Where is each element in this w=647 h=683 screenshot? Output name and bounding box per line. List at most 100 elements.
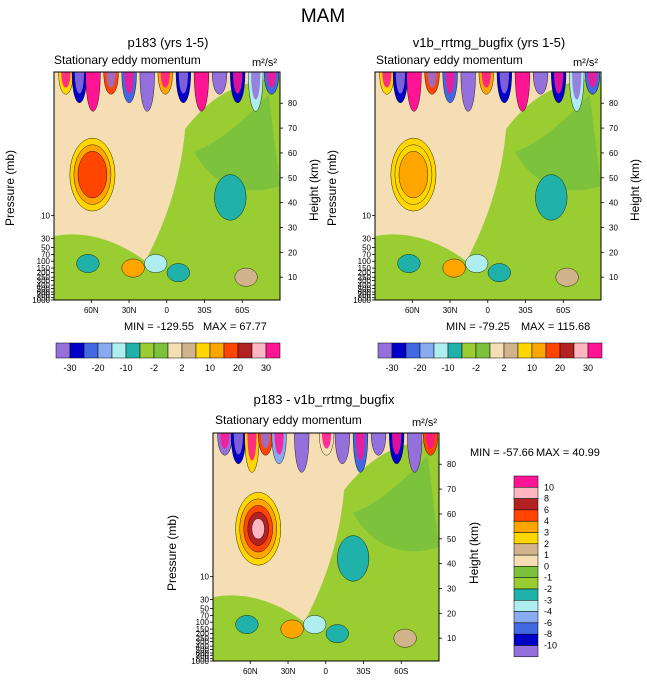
height-tick-label: 70 <box>609 124 618 133</box>
colorbar-swatch <box>513 633 539 646</box>
pressure-tick-label: 50 <box>41 244 50 253</box>
units-label: m²/s² <box>573 57 598 69</box>
region-green-dark <box>353 455 439 552</box>
colorbar-swatch <box>513 532 539 545</box>
colorbar-swatch <box>111 342 127 359</box>
stripe-core <box>74 72 85 94</box>
stripe-core <box>178 72 189 94</box>
colorbar-label: 30 <box>583 363 593 373</box>
height-ticks: 10 20 30 40 50 60 70 80 <box>439 460 456 643</box>
colorbar-swatch <box>447 342 463 359</box>
x-tick-label: 30S <box>518 306 532 315</box>
stripe-core <box>409 72 419 100</box>
pressure-tick-label: 500 <box>37 285 51 294</box>
contour-blob-teal <box>535 174 568 221</box>
height-tick-label: 40 <box>288 199 297 208</box>
y-axis-label: Pressure (mb) <box>165 515 179 591</box>
colorbar-swatch <box>125 342 141 359</box>
stripe-core <box>535 72 546 88</box>
max-label: MAX = 115.68 <box>521 321 590 333</box>
pressure-tick-label: 300 <box>196 638 210 647</box>
height-tick-label: 10 <box>288 273 297 282</box>
colorbar-label: -3 <box>544 595 552 605</box>
colorbar-swatch <box>181 342 197 359</box>
colorbar-swatch <box>513 543 539 556</box>
x-tick-label: 60N <box>84 306 99 315</box>
contour-blob <box>251 518 265 540</box>
colorbar-swatch <box>195 342 211 359</box>
panel-title: p183 - v1b_rrtmg_bugfix <box>254 392 395 407</box>
colorbar-swatch <box>153 342 169 359</box>
height-tick-label: 20 <box>609 248 618 257</box>
pressure-tick-label: 30 <box>362 234 371 243</box>
height-tick-label: 60 <box>609 149 618 158</box>
stripe-core <box>274 433 284 455</box>
pressure-ticks: 10 30507010015020025030040050060070085010… <box>32 212 54 305</box>
pressure-tick-label: 1000 <box>32 296 50 305</box>
colorbar-label: -2 <box>150 363 158 373</box>
stripe-core <box>499 72 510 94</box>
contour-field <box>374 71 602 301</box>
min-label: MIN = -129.55 <box>124 321 194 333</box>
colorbar-swatch <box>391 342 407 359</box>
colorbar-v1b: -30 -20 -10 -2 2 10 20 30 <box>377 342 603 373</box>
pressure-tick-label: 600 <box>358 288 372 297</box>
pressure-tick-label: 100 <box>196 618 210 627</box>
colorbar-swatch <box>513 566 539 578</box>
x-tick-label: 60S <box>556 306 570 315</box>
colorbar-label: -30 <box>385 363 398 373</box>
stripe-core <box>425 433 436 449</box>
contour-blob-low <box>325 624 349 643</box>
height-tick-label: 70 <box>288 124 297 133</box>
pressure-tick-label: 1000 <box>191 657 209 666</box>
height-tick-label: 30 <box>447 584 456 593</box>
contour-blob-low <box>144 254 168 273</box>
height-tick-label: 40 <box>447 560 456 569</box>
colorbar-label: -30 <box>63 363 76 373</box>
colorbar-swatch <box>209 342 225 359</box>
colorbar-label: -20 <box>91 363 104 373</box>
colorbar-swatch <box>573 342 589 359</box>
stripe-core <box>395 72 406 94</box>
height-tick-label: 60 <box>447 510 456 519</box>
colorbar-label: -4 <box>544 607 552 617</box>
height-tick-label: 10 <box>447 634 456 643</box>
colorbar-swatch <box>223 342 239 359</box>
colorbar-swatch <box>419 342 435 359</box>
pressure-tick-label: 400 <box>196 642 210 651</box>
stripe-core <box>142 72 152 100</box>
contour-blob-low <box>121 258 145 278</box>
colorbar-label: -1 <box>544 573 552 583</box>
colorbar-label: -20 <box>413 363 426 373</box>
stripe-core <box>214 72 225 88</box>
colorbar-swatch <box>559 342 575 359</box>
stripe-core <box>373 433 384 449</box>
region-green-lower <box>213 595 326 661</box>
y2-axis-label: Height (km) <box>628 159 642 221</box>
contour-blob-low <box>303 615 327 634</box>
colorbar-swatch <box>461 342 477 359</box>
colorbar-label: 2 <box>501 363 506 373</box>
height-tick-label: 50 <box>447 535 456 544</box>
pressure-tick-label: 50 <box>362 244 371 253</box>
x-tick-label: 0 <box>324 667 329 676</box>
colorbar-swatch <box>475 342 491 359</box>
colorbar-swatch <box>513 645 539 658</box>
colorbar-swatch <box>489 342 505 359</box>
max-label: MAX = 67.77 <box>203 321 267 333</box>
pressure-tick-label: 150 <box>358 264 372 273</box>
pressure-tick-label: 100 <box>37 257 51 266</box>
colorbar-swatch <box>97 342 113 359</box>
stripe-core <box>266 72 277 88</box>
colorbar-swatch <box>251 342 267 359</box>
contour-blob-low <box>487 263 511 282</box>
panel-v1b-rrtmg-bugfix: v1b_rrtmg_bugfix (yrs 1-5) Stationary ed… <box>325 35 642 333</box>
x-tick-label: 30N <box>443 306 458 315</box>
colorbar-swatch <box>513 600 539 612</box>
colorbar-swatch <box>517 342 533 359</box>
pressure-tick-label: 1000 <box>353 296 371 305</box>
pressure-tick-label: 200 <box>196 630 210 639</box>
y2-axis-label: Height (km) <box>307 159 321 221</box>
colorbar-label: 10 <box>527 363 537 373</box>
x-tick-label: 60N <box>243 667 258 676</box>
